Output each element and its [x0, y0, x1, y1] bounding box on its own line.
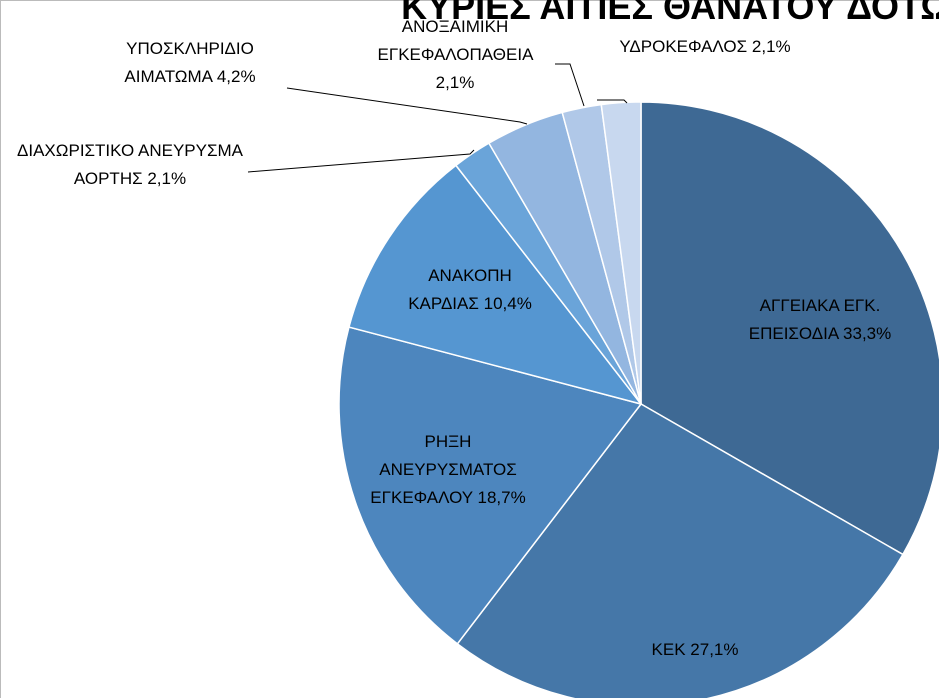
chart-title: ΚΥΡΙΕΣ ΑΙΤΙΕΣ ΘΑΝΑΤΟΥ ΔΟΤΩΝ ΟΡΓ: [401, 0, 939, 27]
category-label: ΑΓΓΕΙΑΚΑ ΕΓΚ. ΕΠΕΙΣΟΔΙΑ: [748, 296, 881, 343]
pie-slice: [600, 101, 642, 405]
category-label: ΑΝΟΞΑΙΜΙΚΗ ΕΓΚΕΦΑΛΟΠΑΘΕΙΑ: [377, 17, 533, 64]
value-label: 2,1%: [147, 169, 187, 188]
value-label: 4,2%: [216, 67, 256, 86]
leader-line: [247, 149, 475, 173]
category-label: ΥΔΡΟΚΕΦΑΛΟΣ: [619, 37, 748, 56]
category-label: ΥΠΟΣΚΛΗΡΙΔΙΟ ΑΙΜΑΤΩΜΑ: [124, 39, 254, 86]
category-label: ΑΝΑΚΟΠΗ ΚΑΡΔΙΑΣ: [408, 266, 512, 313]
category-label: ΔΙΑΧΩΡΙΣΤΙΚΟ ΑΝΕΥΡΥΣΜΑ ΑΟΡΤΗΣ: [17, 141, 243, 188]
category-label: ΡΗΞΗ ΑΝΕΥΡΥΣΜΑΤΟΣ ΕΓΚΕΦΑΛΟΥ: [370, 432, 517, 507]
value-label: 33,3%: [843, 324, 892, 343]
value-label: 2,1%: [435, 73, 475, 92]
slice-label: ΑΓΓΕΙΑΚΑ ΕΓΚ. ΕΠΕΙΣΟΔΙΑ 33,3%: [733, 292, 908, 348]
leader-line: [555, 63, 585, 107]
category-label: ΚΕΚ: [651, 640, 686, 659]
pie-slice: [640, 101, 939, 556]
slice-label: ΥΔΡΟΚΕΦΑΛΟΣ 2,1%: [570, 33, 840, 61]
leader-line: [597, 99, 628, 104]
slice-label: ΔΙΑΧΩΡΙΣΤΙΚΟ ΑΝΕΥΡΥΣΜΑ ΑΟΡΤΗΣ 2,1%: [5, 137, 255, 193]
value-label: 2,1%: [751, 37, 791, 56]
slice-label: ΥΠΟΣΚΛΗΡΙΔΙΟ ΑΙΜΑΤΩΜΑ 4,2%: [95, 35, 285, 91]
slice-label: ΑΝΑΚΟΠΗ ΚΑΡΔΙΑΣ 10,4%: [395, 262, 545, 318]
pie-slice: [456, 403, 904, 698]
leader-line: [286, 87, 528, 125]
slice-label: ΚΕΚ 27,1%: [635, 636, 755, 664]
slice-label: ΑΝΟΞΑΙΜΙΚΗ ΕΓΚΕΦΑΛΟΠΑΘΕΙΑ 2,1%: [360, 13, 550, 97]
value-label: 10,4%: [483, 294, 532, 313]
value-label: 18,7%: [477, 488, 526, 507]
slice-label: ΡΗΞΗ ΑΝΕΥΡΥΣΜΑΤΟΣ ΕΓΚΕΦΑΛΟΥ 18,7%: [363, 428, 533, 512]
value-label: 27,1%: [690, 640, 739, 659]
pie-slice: [338, 326, 643, 645]
pie-slice: [348, 164, 643, 406]
